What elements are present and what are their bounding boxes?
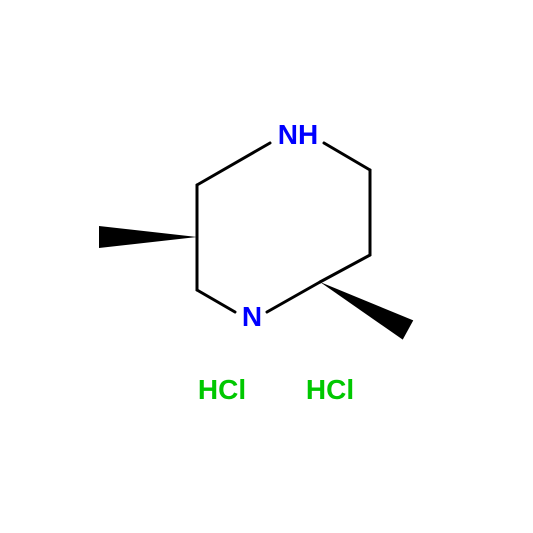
bond-1 bbox=[324, 143, 370, 170]
atom-label-N: N bbox=[242, 301, 262, 333]
structure-svg bbox=[0, 0, 533, 533]
bond-5 bbox=[197, 290, 235, 312]
atom-label-HCl1: HCl bbox=[198, 374, 246, 406]
bond-0 bbox=[197, 143, 270, 185]
molecule-canvas: NH N HCl HCl bbox=[0, 0, 533, 533]
wedge-bond-0 bbox=[99, 226, 197, 248]
bond-4 bbox=[267, 282, 320, 312]
bond-3 bbox=[320, 255, 370, 282]
wedge-bond-1 bbox=[320, 282, 413, 340]
atom-label-HCl2: HCl bbox=[306, 374, 354, 406]
atom-label-NH: NH bbox=[278, 119, 318, 151]
